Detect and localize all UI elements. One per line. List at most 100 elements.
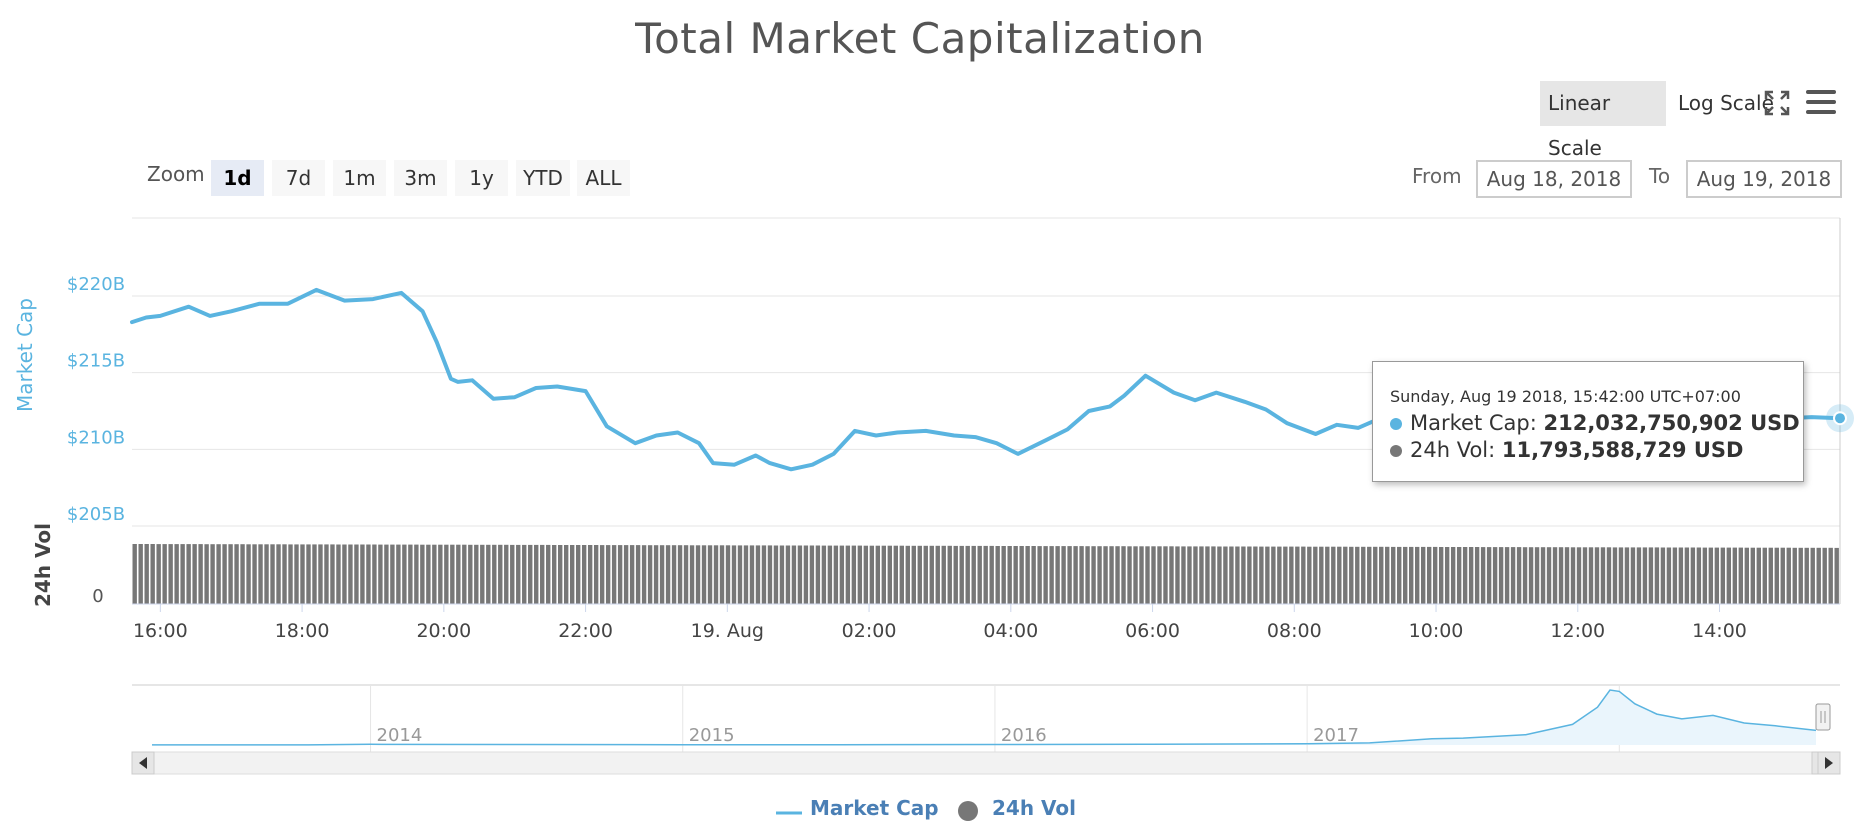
- log-scale-button[interactable]: Log Scale: [1678, 91, 1774, 115]
- volume-bar: [1516, 547, 1522, 604]
- volume-bar: [1289, 546, 1294, 604]
- zoom-button-ytd[interactable]: YTD: [516, 160, 570, 196]
- volume-bar: [905, 545, 910, 604]
- zoom-button-1y[interactable]: 1y: [455, 160, 508, 196]
- volume-bar: [1432, 546, 1438, 604]
- volume-bar: [1588, 547, 1594, 604]
- volume-bar: [965, 545, 970, 604]
- y-tick-label: $215B: [67, 351, 125, 372]
- zoom-button-1m[interactable]: 1m: [333, 160, 386, 196]
- volume-bar: [510, 544, 515, 604]
- volume-bar: [695, 545, 701, 604]
- volume-bar: [1085, 546, 1090, 604]
- volume-bar: [372, 544, 377, 604]
- to-label: To: [1649, 164, 1671, 188]
- volume-bar: [1007, 546, 1012, 604]
- volume-bar: [1013, 546, 1018, 604]
- volume-bar: [1450, 547, 1456, 604]
- volume-bar: [1546, 547, 1552, 604]
- volume-bar: [1367, 546, 1372, 604]
- volume-bar: [1828, 547, 1833, 604]
- volume-bar: [324, 544, 329, 604]
- volume-bar: [1456, 547, 1462, 604]
- volume-bar: [480, 544, 485, 604]
- volume-bar: [486, 544, 491, 604]
- fullscreen-icon[interactable]: [1764, 90, 1790, 116]
- volume-bar: [779, 545, 785, 604]
- volume-bar: [701, 545, 707, 604]
- volume-bar: [1115, 546, 1120, 604]
- zoom-button-7d[interactable]: 7d: [272, 160, 325, 196]
- volume-bar: [797, 545, 803, 604]
- from-date-input[interactable]: Aug 18, 2018: [1476, 160, 1632, 198]
- tooltip-market-cap-value: 212,032,750,902 USD: [1543, 411, 1800, 435]
- y-tick-label: $220B: [67, 274, 125, 295]
- volume-bar: [438, 544, 443, 604]
- volume-bar: [1438, 547, 1444, 604]
- volume-bar: [875, 545, 881, 604]
- volume-bar: [1301, 546, 1306, 604]
- volume-bar: [1265, 546, 1270, 604]
- volume-bar: [1205, 546, 1210, 604]
- volume-bar: [384, 544, 389, 604]
- volume-bar: [707, 545, 713, 604]
- volume-bar: [971, 545, 976, 604]
- volume-bar: [1714, 547, 1720, 604]
- x-tick-label: 06:00: [1125, 620, 1180, 642]
- volume-bar: [348, 544, 353, 604]
- linear-scale-button[interactable]: Linear Scale: [1540, 81, 1666, 160]
- volume-bar: [1145, 546, 1150, 604]
- volume-bar: [1223, 546, 1228, 604]
- legend-volume[interactable]: 24h Vol: [992, 796, 1077, 820]
- volume-bar: [1462, 547, 1468, 604]
- zoom-button-3m[interactable]: 3m: [394, 160, 447, 196]
- volume-bar: [1259, 546, 1264, 604]
- volume-bar: [1492, 547, 1498, 604]
- volume-bar: [653, 545, 659, 604]
- volume-bar: [558, 545, 563, 604]
- volume-bar: [1426, 546, 1432, 604]
- volume-bar: [587, 545, 593, 604]
- volume-bar: [1522, 547, 1528, 604]
- volume-bar: [989, 545, 994, 604]
- volume-bar: [1474, 547, 1480, 604]
- volume-bar: [1247, 546, 1252, 604]
- to-date-input[interactable]: Aug 19, 2018: [1686, 160, 1842, 198]
- zoom-button-all[interactable]: ALL: [577, 160, 630, 196]
- volume-bar: [1702, 547, 1708, 604]
- volume-bar: [426, 544, 431, 604]
- volume-bar: [1199, 546, 1204, 604]
- navigator-line: [152, 689, 1817, 746]
- volume-bar: [234, 544, 239, 604]
- volume-bar: [1349, 546, 1354, 604]
- volume-bar: [1379, 546, 1384, 604]
- volume-bar: [1325, 546, 1330, 604]
- navigator-handle[interactable]: [1815, 703, 1831, 731]
- volume-bar: [611, 545, 617, 604]
- zoom-button-1d[interactable]: 1d: [211, 160, 264, 196]
- tooltip-volume-value: 11,793,588,729 USD: [1501, 438, 1744, 462]
- volume-bar: [1133, 546, 1138, 604]
- volume-bar: [605, 545, 611, 604]
- volume-bar: [1690, 547, 1696, 604]
- volume-bar: [1361, 546, 1366, 604]
- volume-bar: [1594, 547, 1600, 604]
- volume-bar: [396, 544, 401, 604]
- volume-bar: [1355, 546, 1360, 604]
- menu-icon[interactable]: [1806, 89, 1836, 115]
- navigator-scrollbar-track[interactable]: [131, 751, 1841, 775]
- volume-bar: [1415, 546, 1420, 604]
- volume-bar: [1385, 546, 1390, 604]
- volume-bar: [1151, 546, 1156, 604]
- volume-bar: [1624, 547, 1630, 604]
- legend-market-cap[interactable]: Market Cap: [810, 796, 939, 820]
- tooltip-volume-dot: [1390, 445, 1402, 457]
- volume-bar: [1061, 546, 1066, 604]
- volume-bar: [887, 545, 893, 604]
- volume-bar: [1558, 547, 1564, 604]
- volume-bar: [138, 544, 143, 604]
- volume-bar: [1337, 546, 1342, 604]
- y-tick-label: $210B: [67, 427, 125, 448]
- volume-bar: [893, 545, 898, 604]
